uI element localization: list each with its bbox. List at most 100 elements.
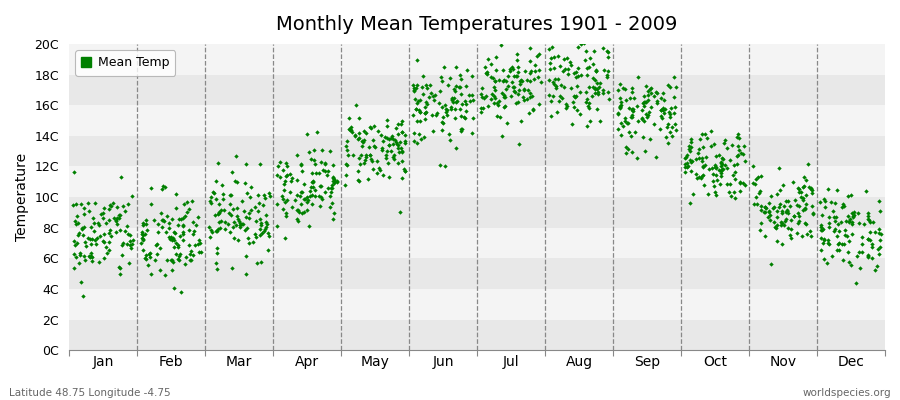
Point xyxy=(563,62,578,68)
Point xyxy=(301,197,315,204)
Point xyxy=(424,90,438,96)
Point xyxy=(312,182,327,189)
Point xyxy=(278,160,293,166)
Point xyxy=(680,164,695,170)
Point xyxy=(143,250,157,256)
Bar xyxy=(69,197,885,228)
Point xyxy=(804,233,818,239)
Point xyxy=(116,203,130,209)
Point xyxy=(478,64,492,70)
Point xyxy=(655,115,670,121)
Point xyxy=(814,212,829,218)
Point xyxy=(374,145,389,151)
Point xyxy=(626,94,641,101)
Point xyxy=(173,251,187,258)
Point xyxy=(384,135,399,141)
Point xyxy=(389,139,403,146)
Point xyxy=(305,201,320,207)
Point xyxy=(814,222,829,229)
Point xyxy=(203,227,218,233)
Point xyxy=(730,152,744,159)
Point xyxy=(644,85,658,91)
Point xyxy=(406,112,420,118)
Point xyxy=(792,213,806,219)
Point xyxy=(342,115,356,122)
Point xyxy=(577,40,591,46)
Point xyxy=(575,36,590,42)
Point xyxy=(338,182,353,189)
Point xyxy=(342,126,356,133)
Point xyxy=(506,84,520,90)
Point xyxy=(622,104,636,111)
Point xyxy=(637,148,652,154)
Point xyxy=(758,204,772,211)
Point xyxy=(284,204,299,210)
Point xyxy=(560,103,574,109)
Point xyxy=(144,271,158,278)
Point xyxy=(601,88,616,95)
Point xyxy=(585,92,599,99)
Point xyxy=(510,64,525,70)
Point xyxy=(634,115,649,121)
Point xyxy=(359,130,374,136)
Point xyxy=(262,190,276,196)
Point xyxy=(352,178,366,184)
Point xyxy=(526,106,540,113)
Point xyxy=(749,176,763,182)
Point xyxy=(386,141,400,147)
Point xyxy=(343,127,357,133)
Point xyxy=(84,249,98,256)
Point xyxy=(238,208,252,214)
Point xyxy=(655,105,670,111)
Point xyxy=(830,187,844,194)
Point xyxy=(726,162,741,168)
Point xyxy=(775,182,789,188)
Point xyxy=(667,94,681,100)
Point xyxy=(600,74,615,80)
Point xyxy=(525,93,539,99)
Point xyxy=(466,97,481,103)
Point xyxy=(522,110,536,116)
Point xyxy=(696,162,710,169)
Point xyxy=(619,96,634,103)
Point xyxy=(324,184,338,191)
Point xyxy=(611,110,625,117)
Point xyxy=(113,270,128,277)
Point xyxy=(398,167,412,174)
Point xyxy=(662,84,677,90)
Point xyxy=(449,83,464,89)
Point xyxy=(641,96,655,103)
Point xyxy=(714,168,728,174)
Point xyxy=(166,244,181,251)
Point xyxy=(871,245,886,252)
Point xyxy=(826,208,841,214)
Point xyxy=(766,204,780,211)
Point xyxy=(97,230,112,237)
Point xyxy=(260,230,274,236)
Point xyxy=(394,117,409,124)
Point xyxy=(758,204,772,210)
Point xyxy=(155,186,169,192)
Point xyxy=(155,217,169,223)
Point xyxy=(715,155,729,161)
Point xyxy=(168,251,183,257)
Point xyxy=(155,224,169,230)
Point xyxy=(87,228,102,234)
Point xyxy=(723,157,737,164)
Point xyxy=(761,208,776,214)
Point xyxy=(662,140,676,146)
Point xyxy=(484,61,499,68)
Point xyxy=(242,215,256,221)
Point xyxy=(278,212,293,219)
Point xyxy=(552,98,566,104)
Point xyxy=(522,94,536,100)
Point xyxy=(709,164,724,170)
Point xyxy=(831,240,845,247)
Point xyxy=(714,170,728,177)
Point xyxy=(192,237,206,244)
Point xyxy=(842,238,857,244)
Point xyxy=(839,218,853,224)
Point xyxy=(592,80,607,86)
Point xyxy=(138,231,152,237)
Point xyxy=(829,214,843,220)
